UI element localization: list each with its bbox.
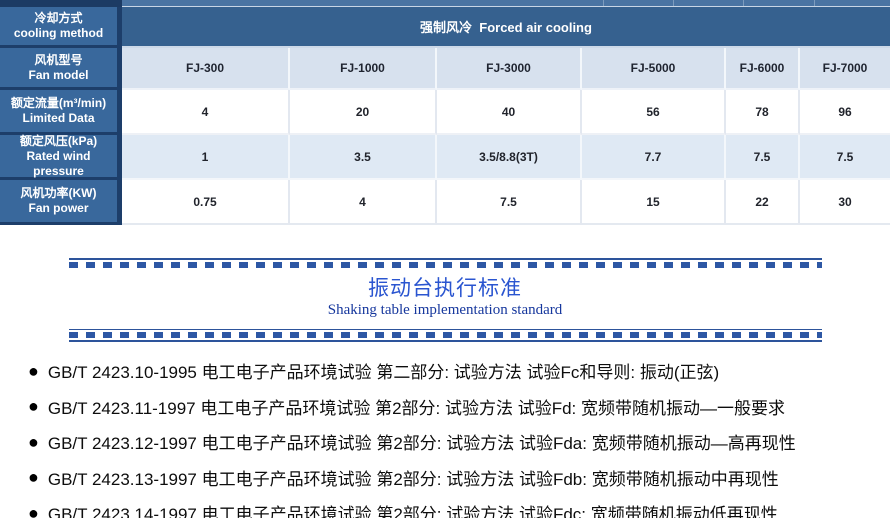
flow-cell: 20: [290, 90, 437, 135]
fan-model-cell: FJ-300: [122, 48, 290, 90]
table-row-cooling-method: 冷却方式 cooling method 强制风冷 Forced air cool…: [0, 7, 890, 48]
row-header-zh: 风机型号: [34, 52, 83, 67]
flow-cell: 78: [726, 90, 800, 135]
top-strip-divider: [673, 0, 674, 6]
flow-cell: 4: [122, 90, 290, 135]
top-strip-left: [0, 0, 122, 7]
list-item: ● GB/T 2423.12-1997 电工电子产品环境试验 第2部分: 试验方…: [28, 424, 888, 460]
fan-spec-table: 冷却方式 cooling method 强制风冷 Forced air cool…: [0, 0, 890, 225]
list-item: ● GB/T 2423.10-1995 电工电子产品环境试验 第二部分: 试验方…: [28, 353, 888, 389]
top-strip-divider: [814, 0, 815, 6]
fan-model-cell: FJ-3000: [437, 48, 582, 90]
bullet-icon: ●: [28, 502, 39, 518]
top-strip-divider: [603, 0, 604, 6]
table-row-rated-pressure: 额定风压(kPa) Rated wind pressure 1 3.5 3.5/…: [0, 133, 890, 180]
row-header-zh: 风机功率(KW): [20, 186, 97, 200]
pressure-cell: 3.5: [290, 135, 437, 180]
standard-text: GB/T 2423.11-1997 电工电子产品环境试验 第2部分: 试验方法 …: [47, 398, 785, 418]
fan-model-cell: FJ-5000: [582, 48, 726, 90]
bullet-icon: ●: [28, 431, 39, 452]
row-header-en: Rated wind pressure: [26, 148, 91, 178]
bullet-icon: ●: [28, 396, 39, 417]
power-cell: 15: [582, 180, 726, 225]
section-subtitle: Shaking table implementation standard: [327, 302, 563, 318]
table-row-fan-power: 风机功率(KW) Fan power 0.75 4 7.5 15 22 30: [0, 180, 890, 225]
row-header-en: cooling method: [13, 26, 104, 40]
pressure-cell: 7.7: [582, 135, 726, 180]
power-cell: 0.75: [122, 180, 290, 225]
power-cell: 4: [290, 180, 437, 225]
row-header-zh: 额定流量(m³/min): [10, 96, 107, 110]
row-header-fan-power: 风机功率(KW) Fan power: [0, 180, 122, 225]
standards-list: ● GB/T 2423.10-1995 电工电子产品环境试验 第二部分: 试验方…: [28, 353, 888, 518]
row-header-en: Limited Data: [22, 111, 95, 125]
row-header-cooling-method: 冷却方式 cooling method: [0, 7, 122, 48]
power-cell: 22: [726, 180, 800, 225]
rule-line: [69, 329, 822, 330]
table-row-fan-model: 风机型号 Fan model FJ-300 FJ-1000 FJ-3000 FJ…: [0, 48, 890, 90]
standard-text: GB/T 2423.10-1995 电工电子产品环境试验 第二部分: 试验方法 …: [47, 363, 720, 383]
flow-cell: 96: [800, 90, 890, 135]
pressure-cell: 3.5/8.8(3T): [437, 135, 582, 180]
standard-text: GB/T 2423.12-1997 电工电子产品环境试验 第2部分: 试验方法 …: [47, 434, 796, 454]
fan-model-cell: FJ-7000: [800, 48, 890, 90]
fan-model-cell: FJ-1000: [290, 48, 437, 90]
row-header-en: Fan power: [28, 201, 89, 215]
flow-cell: 56: [582, 90, 726, 135]
dashed-rule-bottom: [69, 329, 822, 342]
row-header-zh: 额定风压(kPa): [19, 133, 98, 148]
list-item: ● GB/T 2423.11-1997 电工电子产品环境试验 第2部分: 试验方…: [28, 389, 888, 425]
list-item: ● GB/T 2423.13-1997 电工电子产品环境试验 第2部分: 试验方…: [28, 460, 888, 496]
row-header-zh: 冷却方式: [34, 11, 83, 25]
rule-dashes: [69, 332, 822, 338]
standard-text: GB/T 2423.13-1997 电工电子产品环境试验 第2部分: 试验方法 …: [47, 469, 779, 489]
power-cell: 30: [800, 180, 890, 225]
flow-cell: 40: [437, 90, 582, 135]
power-cell: 7.5: [437, 180, 582, 225]
rule-dashes: [69, 262, 822, 268]
dashed-rule-top: [69, 258, 822, 271]
top-strip-right: [122, 0, 890, 7]
cooling-method-value: 强制风冷 Forced air cooling: [122, 7, 890, 48]
standard-text: GB/T 2423.14-1997 电工电子产品环境试验 第2部分: 试验方法 …: [47, 505, 778, 518]
pressure-cell: 1: [122, 135, 290, 180]
bullet-icon: ●: [28, 360, 39, 381]
fan-model-cell: FJ-6000: [726, 48, 800, 90]
pressure-cell: 7.5: [800, 135, 890, 180]
section-title: 振动台执行标准: [368, 277, 522, 300]
table-row-rated-flow: 额定流量(m³/min) Limited Data 4 20 40 56 78 …: [0, 90, 890, 135]
rule-line: [69, 340, 822, 342]
top-strip: [0, 0, 890, 7]
row-header-en: Fan model: [28, 67, 89, 82]
row-header-rated-pressure: 额定风压(kPa) Rated wind pressure: [0, 133, 122, 180]
top-strip-divider: [743, 0, 744, 6]
row-header-fan-model: 风机型号 Fan model: [0, 48, 122, 90]
pressure-cell: 7.5: [726, 135, 800, 180]
rule-line: [69, 258, 822, 260]
row-header-rated-flow: 额定流量(m³/min) Limited Data: [0, 90, 122, 135]
list-item: ● GB/T 2423.14-1997 电工电子产品环境试验 第2部分: 试验方…: [28, 495, 888, 518]
bullet-icon: ●: [28, 467, 39, 488]
